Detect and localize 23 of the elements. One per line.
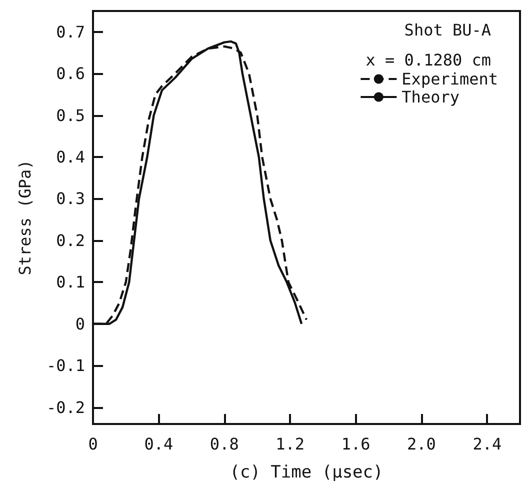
y-tick-label: 0.5 (56, 106, 85, 125)
x-tick-label: 1.2 (276, 434, 305, 454)
y-tick-label: -0.2 (46, 398, 85, 417)
x-tick-label: 2.0 (407, 434, 436, 454)
x-tick-label: 0 (88, 434, 98, 454)
y-tick-label: -0.1 (46, 356, 85, 376)
x-tick-label: 0.4 (144, 434, 174, 454)
y-axis-title: Stress (GPa) (16, 160, 34, 276)
y-tick-label: 0.4 (56, 148, 85, 167)
x-tick-label: 2.4 (472, 434, 502, 454)
x-axis-title: (c) Time (μsec) (230, 462, 384, 482)
legend-label: Experiment (402, 70, 498, 88)
x-tick-label: 1.6 (341, 434, 370, 454)
legend-label: Theory (402, 88, 460, 106)
y-tick-label: 0.7 (56, 22, 85, 42)
y-tick-label: 0.3 (56, 189, 85, 208)
annotation: Shot BU-A (404, 20, 492, 40)
annotation: x = 0.1280 cm (366, 50, 492, 70)
y-tick-label: 0.2 (56, 230, 85, 250)
y-tick-label: 0.1 (56, 272, 85, 292)
y-tick-label: 0 (75, 314, 85, 334)
y-tick-label: 0.6 (56, 64, 85, 84)
x-tick-label: 0.8 (210, 434, 239, 454)
